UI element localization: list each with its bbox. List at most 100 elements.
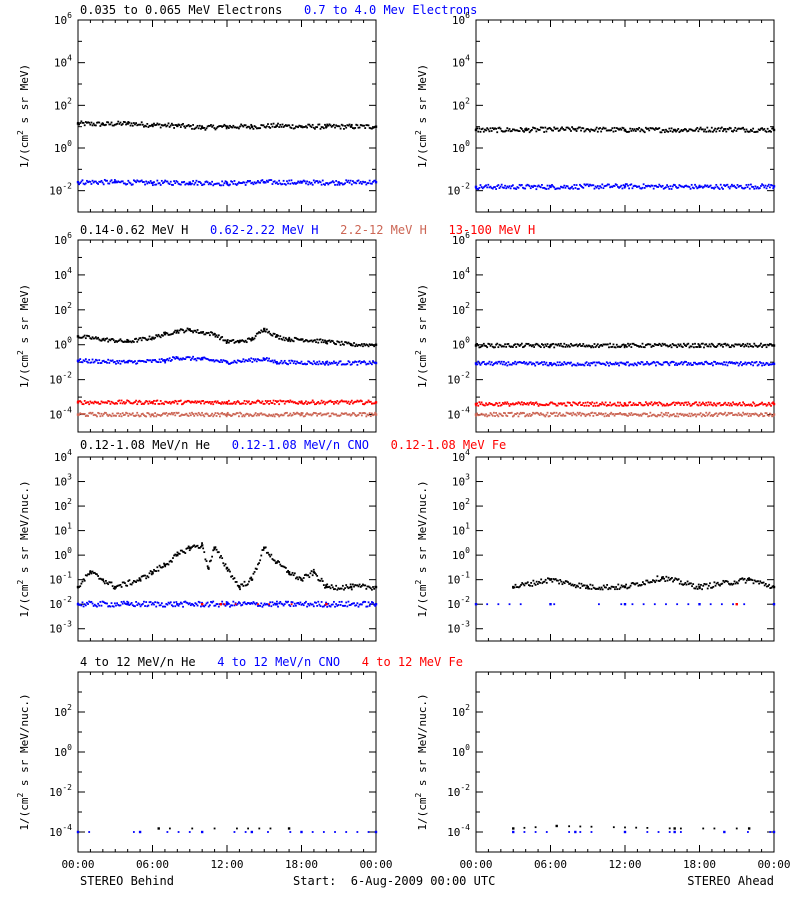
- data-point: [694, 183, 696, 186]
- data-point: [108, 123, 111, 126]
- data-point: [498, 187, 501, 189]
- data-point: [216, 400, 219, 403]
- data-point: [681, 402, 684, 405]
- data-point: [184, 400, 187, 403]
- data-point: [666, 414, 668, 417]
- data-point: [148, 601, 151, 604]
- data-point: [151, 602, 154, 605]
- data-point: [772, 128, 776, 132]
- data-point: [479, 184, 482, 186]
- data-point: [544, 363, 547, 366]
- data-point: [231, 414, 234, 417]
- data-point: [364, 601, 367, 603]
- data-point: [118, 359, 121, 362]
- data-point: [693, 361, 695, 364]
- data-point: [331, 362, 334, 365]
- data-point: [480, 128, 483, 131]
- data-point: [120, 415, 123, 418]
- data-point: [325, 342, 327, 344]
- data-point: [685, 360, 687, 363]
- data-point: [269, 360, 272, 363]
- data-point: [562, 363, 565, 366]
- data-point: [354, 604, 357, 607]
- data-point: [239, 182, 241, 184]
- data-point: [76, 603, 80, 606]
- data-point: [200, 603, 204, 606]
- y-tick-label: 100: [54, 743, 72, 759]
- y-tick-label: 104: [54, 448, 72, 464]
- data-point: [501, 402, 504, 404]
- data-point: [726, 343, 729, 346]
- data-point: [274, 126, 277, 128]
- data-point: [176, 553, 179, 557]
- data-point: [742, 126, 744, 129]
- data-point: [331, 412, 334, 415]
- data-point: [770, 363, 772, 366]
- data-point: [138, 577, 141, 580]
- data-point: [272, 413, 275, 416]
- data-point: [509, 187, 512, 190]
- data-point: [164, 565, 167, 568]
- data-point: [766, 343, 769, 346]
- data-point: [738, 401, 741, 404]
- data-point: [156, 179, 159, 182]
- data-point: [596, 414, 599, 416]
- data-point: [696, 363, 699, 366]
- data-point: [252, 401, 255, 404]
- data-point: [495, 127, 498, 130]
- data-point: [700, 584, 702, 586]
- data-point: [141, 181, 144, 183]
- data-point: [118, 415, 121, 417]
- data-point: [541, 361, 543, 364]
- data-point: [725, 580, 728, 583]
- data-point: [112, 124, 115, 127]
- data-point: [98, 412, 101, 415]
- data-point: [286, 601, 288, 604]
- data-point: [623, 402, 627, 406]
- data-point: [529, 401, 532, 404]
- data-point: [629, 127, 632, 130]
- data-point: [657, 404, 660, 407]
- data-point: [234, 402, 237, 405]
- data-point: [652, 403, 655, 405]
- data-point: [514, 187, 517, 190]
- data-point: [135, 399, 138, 402]
- data-point: [90, 401, 93, 404]
- data-point: [337, 340, 340, 343]
- data-point: [565, 344, 568, 346]
- data-point: [287, 338, 291, 341]
- data-point: [657, 413, 660, 416]
- data-point: [587, 413, 590, 415]
- data-point: [288, 179, 291, 182]
- data-point: [132, 122, 135, 124]
- data-point: [566, 361, 569, 364]
- data-point: [514, 129, 517, 132]
- data-point: [534, 412, 537, 415]
- data-point: [564, 186, 567, 189]
- data-point: [203, 415, 206, 418]
- data-point: [772, 830, 776, 834]
- data-point: [101, 578, 105, 581]
- data-point: [160, 602, 163, 605]
- data-point: [480, 412, 483, 415]
- data-point: [623, 413, 627, 416]
- data-point: [318, 579, 321, 582]
- data-point: [670, 127, 673, 130]
- data-point: [296, 576, 298, 579]
- data-point: [579, 363, 581, 366]
- data-point: [314, 181, 316, 184]
- data-point: [290, 127, 293, 129]
- data-point: [766, 585, 768, 588]
- data-point: [560, 127, 562, 130]
- data-point: [353, 361, 355, 364]
- data-point: [260, 179, 263, 182]
- data-point: [687, 130, 690, 132]
- data-point: [117, 362, 120, 364]
- data-point: [197, 332, 200, 334]
- data-point: [207, 183, 210, 186]
- data-point: [356, 124, 359, 127]
- data-point: [282, 361, 285, 364]
- data-point: [194, 127, 197, 130]
- data-point: [324, 363, 326, 366]
- data-point: [233, 401, 236, 403]
